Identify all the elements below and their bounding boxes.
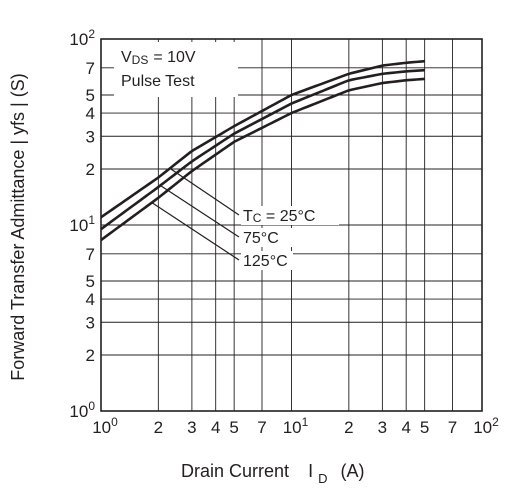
- x-tick-label-exponent: 1: [302, 415, 309, 429]
- callout-text: = 25°C: [261, 208, 315, 225]
- y-tick-label: 3: [86, 313, 95, 332]
- x-tick-label-base: 10: [473, 418, 492, 437]
- x-tick-label: 3: [378, 418, 387, 437]
- callout-label-backing: [241, 206, 339, 225]
- y-tick-label: 2: [86, 160, 95, 179]
- y-tick-label-base: 2: [86, 346, 95, 365]
- vds-symbol: V: [121, 49, 132, 66]
- y-tick-label: 5: [86, 86, 95, 105]
- curves: [100, 59, 425, 242]
- series-label-3: 125°C: [243, 253, 288, 270]
- x-tick-label: 102: [473, 415, 499, 437]
- y-tick-label-exponent: 1: [88, 213, 95, 227]
- conditions-backing: [114, 42, 238, 97]
- x-tick-label: 4: [211, 418, 220, 437]
- series-line-3: [100, 77, 425, 242]
- y-tick-label: 4: [86, 104, 95, 123]
- callout-symbol: T: [243, 208, 253, 225]
- y-tick-label: 2: [86, 346, 95, 365]
- series-label-2: 75°C: [243, 230, 279, 247]
- callout-subscript: C: [253, 211, 262, 225]
- x-axis-label-text: Drain Current: [181, 461, 289, 481]
- x-tick-label-base: 7: [257, 418, 266, 437]
- series-line-1: [100, 59, 425, 219]
- temperature-callouts: TC = 25°C 75°C 125°C: [151, 167, 339, 270]
- y-tick-label-base: 10: [69, 216, 88, 235]
- x-axis-label-subscript: D: [318, 471, 327, 486]
- vds-value: = 10V: [153, 49, 196, 66]
- vds-subscript: DS: [132, 53, 149, 67]
- y-tick-label-base: 3: [86, 313, 95, 332]
- y-tick-label: 3: [86, 127, 95, 146]
- condition-vds: VDS = 10V: [121, 49, 196, 67]
- y-tick-label-base: 4: [86, 290, 95, 309]
- y-tick-label: 5: [86, 272, 95, 291]
- y-tick-label: 100: [69, 399, 95, 421]
- x-tick-label: 5: [420, 418, 429, 437]
- x-tick-label-exponent: 0: [111, 415, 118, 429]
- x-tick-label: 101: [283, 415, 309, 437]
- y-tick-label: 7: [86, 245, 95, 264]
- x-tick-label-base: 3: [187, 418, 196, 437]
- x-tick-label: 3: [187, 418, 196, 437]
- x-tick-label: 2: [344, 418, 353, 437]
- y-tick-label-base: 2: [86, 160, 95, 179]
- x-tick-label-base: 2: [154, 418, 163, 437]
- callout-label-backing: [241, 228, 293, 247]
- y-tick-label: 7: [86, 59, 95, 78]
- series-line-2: [100, 68, 425, 231]
- x-tick-label-base: 4: [211, 418, 220, 437]
- y-tick-label-base: 7: [86, 245, 95, 264]
- x-tick-label-base: 2: [344, 418, 353, 437]
- y-tick-label-base: 10: [69, 30, 88, 49]
- callout-leader: [169, 167, 240, 216]
- x-axis-label-unit: (A): [341, 461, 365, 481]
- x-tick-labels: 100 2 3 4 5 7 101 2 3 4 5 7 102: [92, 415, 499, 437]
- y-tick-label-exponent: 2: [88, 27, 95, 41]
- x-tick-label: 4: [401, 418, 410, 437]
- y-tick-label: 102: [69, 27, 95, 49]
- x-tick-label-base: 3: [378, 418, 387, 437]
- x-tick-label: 100: [92, 415, 118, 437]
- y-axis-label: Forward Transfer Admittance | yfs | (S): [8, 73, 28, 380]
- y-tick-label-base: 5: [86, 272, 95, 291]
- condition-pulse-test: Pulse Test: [121, 73, 195, 90]
- y-tick-label: 4: [86, 290, 95, 309]
- x-tick-label-base: 7: [448, 418, 457, 437]
- y-tick-label-base: 7: [86, 59, 95, 78]
- test-conditions-box: VDS = 10V Pulse Test: [114, 42, 238, 97]
- y-tick-label-base: 3: [86, 127, 95, 146]
- x-tick-label: 2: [154, 418, 163, 437]
- callout-leader: [160, 184, 240, 238]
- x-tick-label-base: 10: [92, 418, 111, 437]
- x-axis-label: Drain Current I D (A): [181, 461, 365, 487]
- callout-leader: [151, 202, 240, 261]
- series-label-1: TC = 25°C: [243, 208, 315, 225]
- y-tick-label-base: 10: [69, 402, 88, 421]
- y-tick-label-base: 4: [86, 104, 95, 123]
- x-axis-label-symbol: I: [308, 461, 313, 481]
- y-tick-label-base: 5: [86, 86, 95, 105]
- plot-frame: [100, 38, 483, 412]
- x-tick-label-base: 5: [229, 418, 238, 437]
- x-tick-label: 7: [448, 418, 457, 437]
- y-tick-label-exponent: 0: [88, 399, 95, 413]
- x-tick-label-base: 10: [283, 418, 302, 437]
- x-tick-label: 7: [257, 418, 266, 437]
- x-tick-label-base: 4: [401, 418, 410, 437]
- x-tick-label-exponent: 2: [492, 415, 499, 429]
- x-tick-label: 5: [229, 418, 238, 437]
- x-tick-label-base: 5: [420, 418, 429, 437]
- y-tick-label: 101: [69, 213, 95, 235]
- callout-label-backing: [241, 251, 293, 270]
